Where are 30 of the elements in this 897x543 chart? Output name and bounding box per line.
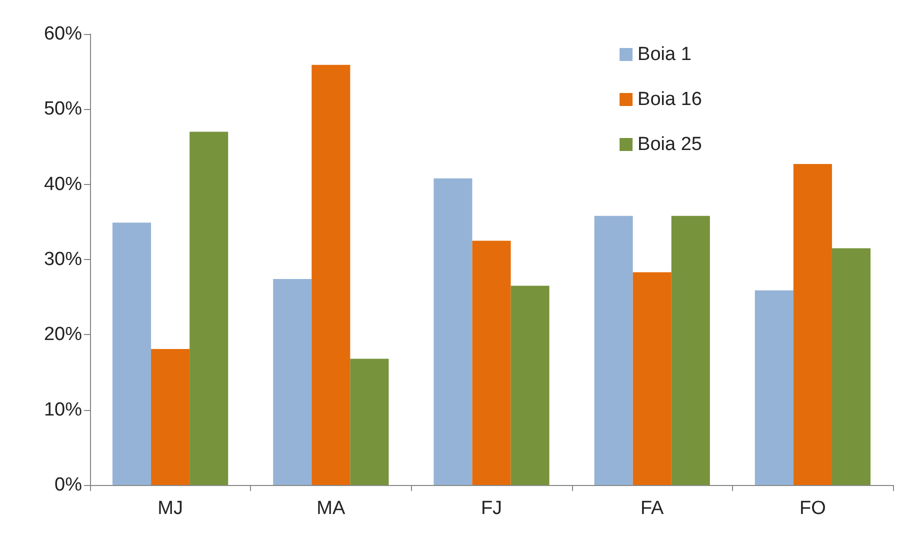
bar — [793, 164, 832, 485]
y-tick-label: 50% — [44, 98, 82, 120]
y-tick-label: 40% — [44, 174, 82, 195]
bar — [632, 272, 672, 485]
bar — [273, 279, 312, 485]
bar — [434, 178, 472, 485]
bar — [112, 222, 152, 485]
bar — [510, 286, 550, 485]
bar — [312, 64, 350, 485]
x-tick-label: MA — [316, 498, 346, 519]
bar — [671, 216, 710, 485]
y-tick-label: 30% — [44, 249, 82, 270]
bar — [594, 216, 633, 485]
bar — [190, 132, 228, 485]
y-tick-label: 60% — [44, 24, 82, 44]
y-tick-label: 0% — [54, 474, 82, 496]
bar — [832, 248, 871, 485]
bar — [472, 240, 511, 485]
bar — [350, 358, 389, 485]
x-tick-label: MJ — [158, 498, 183, 519]
x-tick-label: FJ — [480, 498, 502, 519]
x-tick-label: FA — [640, 498, 664, 519]
legend-label: Boia 16 — [638, 89, 702, 110]
y-tick-label: 20% — [44, 324, 82, 346]
bar — [151, 348, 190, 485]
x-tick-label: FO — [800, 498, 826, 519]
bar — [754, 290, 794, 485]
legend-label: Boia 25 — [638, 134, 702, 155]
legend-label: Boia 1 — [638, 44, 692, 65]
y-tick-label: 10% — [44, 399, 82, 420]
